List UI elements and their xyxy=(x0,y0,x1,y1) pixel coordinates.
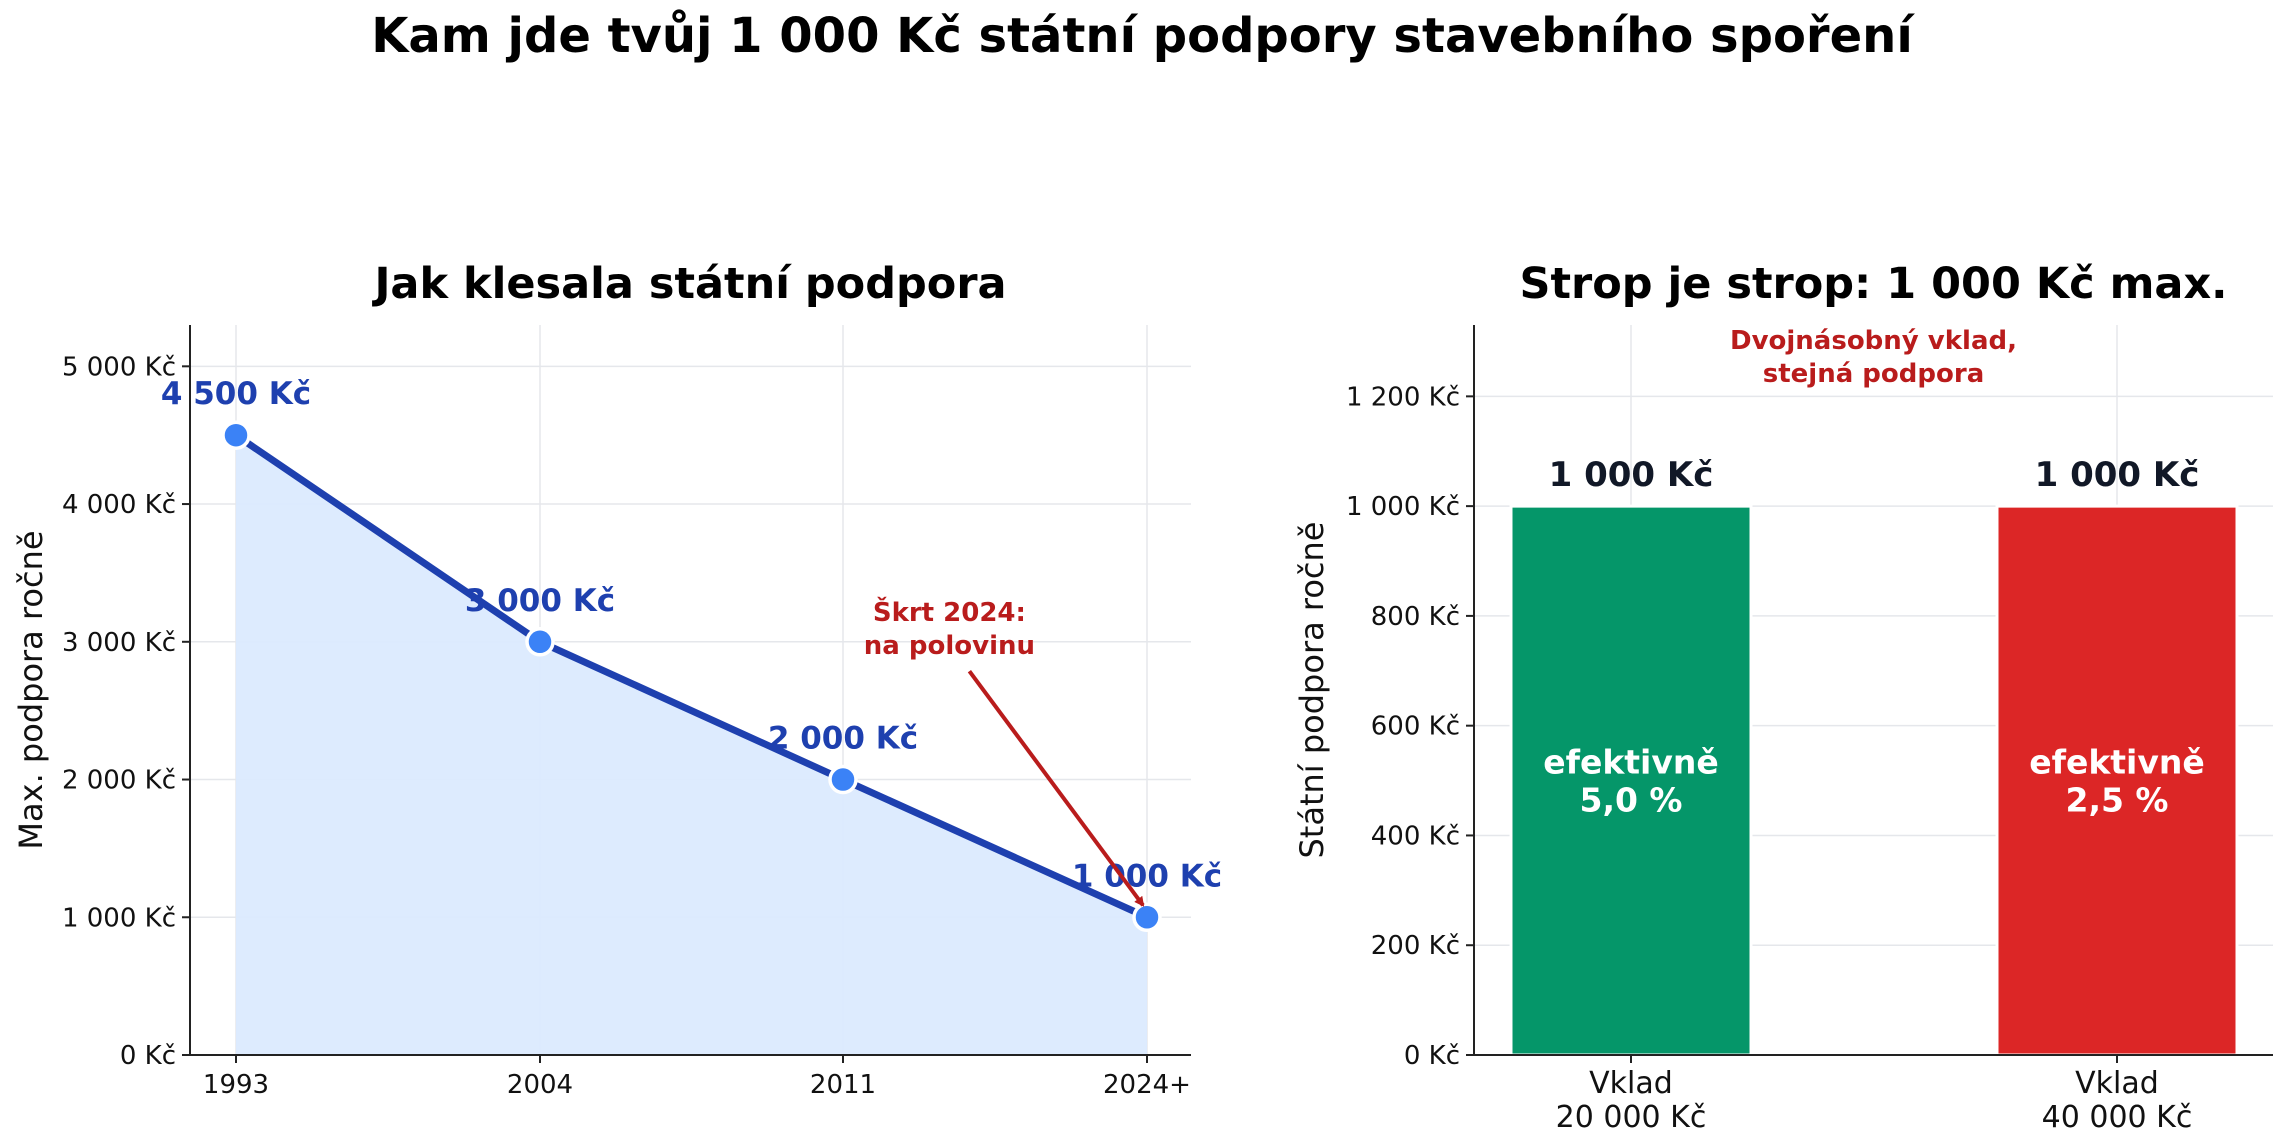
y-tick-label: 3 000 Kč xyxy=(62,628,176,658)
data-point xyxy=(525,627,555,657)
x-category-label: Vklad 20 000 Kč xyxy=(1556,1066,1707,1135)
x-tick-label: 1993 xyxy=(203,1070,269,1100)
series-line xyxy=(234,432,1149,921)
y-tick-label: 1 000 Kč xyxy=(1346,492,1460,522)
x-tick-label: 2004 xyxy=(507,1070,573,1100)
data-point xyxy=(221,420,251,450)
y-tick-label: 800 Kč xyxy=(1371,602,1460,632)
y-tick-label: 1 000 Kč xyxy=(62,903,176,933)
left-chart-title: Jak klesala státní podpora xyxy=(371,259,1006,309)
annotation-text: Škrt 2024: na polovinu xyxy=(864,596,1035,661)
data-point xyxy=(1132,902,1162,933)
line-chart-panel: Jak klesala státní podpora 0 Kč 1 000 Kč 2 … xyxy=(12,259,1222,1100)
y-tick-label: 5 000 Kč xyxy=(62,352,176,382)
bar-inner-label: efektivně 2,5 % xyxy=(2029,743,2205,820)
y-tick-label: 4 000 Kč xyxy=(62,490,176,520)
bar-value-label: 1 000 Kč xyxy=(2035,455,2200,495)
annotation-arrow xyxy=(967,669,1145,907)
x-tick-label: 2024+ xyxy=(1103,1070,1191,1100)
y-axis-label: Státní podpora ročně xyxy=(1293,522,1331,859)
y-tick-label: 400 Kč xyxy=(1371,821,1460,851)
data-point-label: 2 000 Kč xyxy=(768,721,918,757)
data-point-label: 1 000 Kč xyxy=(1072,858,1222,894)
x-tick-label: 2011 xyxy=(810,1070,876,1100)
y-tick-label: 1 200 Kč xyxy=(1346,382,1460,412)
y-tick-label: 200 Kč xyxy=(1371,931,1460,961)
bar-chart-panel: Strop je strop: 1 000 Kč max. 1 000 Kč efe… xyxy=(1293,259,2273,1135)
data-point xyxy=(828,764,858,795)
y-tick-label: 0 Kč xyxy=(1404,1041,1460,1071)
bar xyxy=(1509,504,1753,1057)
bar-inner-label: efektivně 5,0 % xyxy=(1543,743,1719,820)
right-chart-title: Strop je strop: 1 000 Kč max. xyxy=(1519,259,2227,309)
data-point-label: 3 000 Kč xyxy=(465,583,615,619)
bar xyxy=(1995,504,2239,1057)
y-axis-label: Max. podpora ročně xyxy=(12,530,50,849)
y-tick-label: 600 Kč xyxy=(1371,712,1460,742)
y-tick-label: 0 Kč xyxy=(120,1041,176,1071)
y-tick-label: 2 000 Kč xyxy=(62,766,176,796)
data-point-label: 4 500 Kč xyxy=(161,376,311,412)
bar-value-label: 1 000 Kč xyxy=(1549,455,1714,495)
annotation-text: Dvojnásobný vklad, stejná podpora xyxy=(1730,326,2017,389)
main-title: Kam jde tvůj 1 000 Kč státní podpory sta… xyxy=(371,8,1913,64)
x-category-label: Vklad 40 000 Kč xyxy=(2042,1066,2193,1135)
